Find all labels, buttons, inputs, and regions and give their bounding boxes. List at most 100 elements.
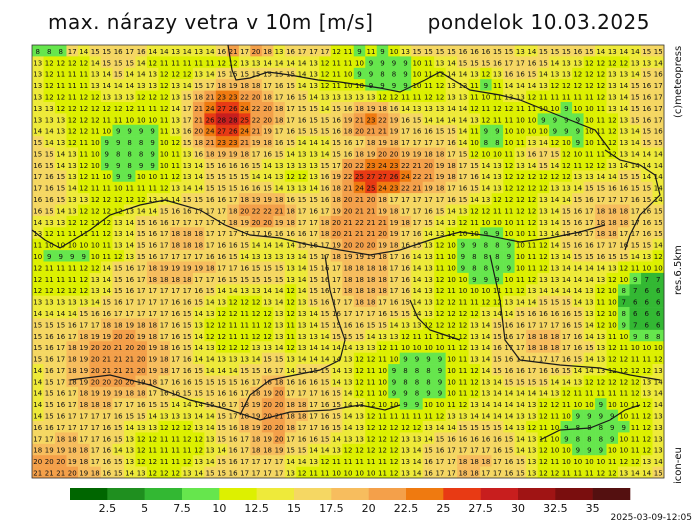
gust-cell bbox=[135, 284, 148, 296]
gust-value: 12 bbox=[619, 59, 628, 67]
gust-cell bbox=[399, 250, 412, 262]
gust-cell bbox=[457, 90, 469, 103]
gust-value: 18 bbox=[608, 219, 617, 227]
gust-value: 12 bbox=[447, 321, 456, 329]
gust-value: 10 bbox=[458, 230, 467, 238]
gust-cell bbox=[468, 250, 481, 262]
gust-value: 13 bbox=[619, 139, 628, 147]
gust-cell bbox=[135, 261, 148, 274]
gust-cell bbox=[353, 227, 366, 240]
gust-value: 21 bbox=[412, 162, 421, 170]
gust-cell bbox=[89, 421, 102, 433]
gust-value: 18 bbox=[619, 207, 628, 215]
gust-cell bbox=[537, 170, 550, 183]
gust-cell bbox=[434, 238, 446, 251]
gust-cell bbox=[89, 272, 102, 285]
gust-cell bbox=[319, 386, 332, 399]
gust-cell bbox=[526, 443, 538, 456]
gust-value: 13 bbox=[137, 424, 146, 432]
gust-cell bbox=[606, 307, 619, 319]
gust-cell bbox=[549, 56, 561, 69]
gust-cell bbox=[445, 227, 458, 240]
gust-cell bbox=[100, 318, 113, 331]
gust-value: 12 bbox=[56, 287, 65, 295]
gust-value: 17 bbox=[527, 367, 536, 375]
gust-cell bbox=[537, 56, 550, 69]
gust-value: 22 bbox=[412, 173, 421, 181]
gust-cell bbox=[89, 250, 102, 262]
gust-value: 18 bbox=[355, 276, 364, 284]
gust-value: 18 bbox=[389, 242, 398, 250]
gust-value: 16 bbox=[642, 116, 651, 124]
gust-cell bbox=[135, 67, 148, 80]
gust-cell bbox=[399, 307, 412, 319]
gust-value: 10 bbox=[585, 128, 594, 136]
gust-cell bbox=[284, 307, 297, 319]
gust-cell bbox=[100, 375, 113, 388]
gust-cell bbox=[123, 90, 136, 103]
gust-value: 19 bbox=[389, 128, 398, 136]
border-line-lake bbox=[409, 299, 461, 341]
gust-value: 13 bbox=[217, 356, 226, 364]
gust-value: 15 bbox=[275, 276, 284, 284]
gust-value: 14 bbox=[631, 253, 640, 261]
gust-cell bbox=[618, 261, 630, 274]
gust-value: 15 bbox=[263, 276, 272, 284]
gust-cell bbox=[296, 45, 309, 57]
gust-value: 10 bbox=[504, 230, 513, 238]
gust-cell bbox=[54, 67, 67, 80]
gust-value: 13 bbox=[125, 207, 134, 215]
gust-cell bbox=[549, 398, 561, 410]
gust-value: 9 bbox=[392, 59, 396, 67]
gust-value: 15 bbox=[642, 48, 651, 56]
gust-value: 17 bbox=[206, 207, 215, 215]
gust-cell bbox=[307, 261, 320, 274]
gust-cell bbox=[641, 67, 653, 80]
gust-cell bbox=[227, 284, 240, 296]
gust-value: 14 bbox=[183, 185, 192, 193]
gust-value: 11 bbox=[206, 59, 215, 67]
gust-cell bbox=[227, 466, 240, 479]
gust-value: 11 bbox=[447, 287, 456, 295]
gust-cell bbox=[503, 318, 515, 331]
gust-cell bbox=[514, 124, 527, 137]
gust-value: 21 bbox=[45, 469, 54, 477]
gust-cell bbox=[434, 204, 446, 217]
gust-cell bbox=[215, 284, 228, 296]
gust-value: 18 bbox=[286, 413, 295, 421]
gust-cell bbox=[296, 352, 309, 365]
gust-cell bbox=[250, 329, 263, 342]
gust-cell bbox=[169, 261, 182, 274]
gust-cell bbox=[549, 158, 561, 171]
gust-cell bbox=[54, 386, 67, 399]
gust-value: 12 bbox=[148, 458, 157, 466]
gust-value: 10 bbox=[573, 458, 582, 466]
gust-value: 17 bbox=[183, 105, 192, 113]
gust-cell bbox=[100, 113, 113, 126]
gust-value: 21 bbox=[367, 230, 376, 238]
gust-value: 11 bbox=[470, 299, 479, 307]
gust-value: 12 bbox=[171, 424, 180, 432]
gust-cell bbox=[169, 386, 182, 399]
gust-cell bbox=[66, 215, 79, 228]
gust-value: 10 bbox=[344, 469, 353, 477]
gust-value: 13 bbox=[33, 299, 42, 307]
gust-cell bbox=[365, 136, 378, 148]
gust-cell bbox=[457, 421, 469, 433]
gust-cell bbox=[572, 307, 584, 319]
gust-value: 17 bbox=[539, 356, 548, 364]
gust-value: 11 bbox=[585, 390, 594, 398]
gust-cell bbox=[629, 318, 642, 331]
gust-value: 14 bbox=[516, 401, 525, 409]
gust-value: 16 bbox=[378, 310, 387, 318]
gust-value: 15 bbox=[45, 390, 54, 398]
gust-cell bbox=[652, 466, 665, 479]
gust-value: 17 bbox=[401, 230, 410, 238]
gust-cell bbox=[514, 170, 527, 183]
gust-value: 17 bbox=[229, 413, 238, 421]
gust-cell bbox=[250, 124, 263, 137]
gust-value: 14 bbox=[298, 71, 307, 79]
gust-cell bbox=[365, 79, 378, 91]
gust-cell bbox=[468, 398, 481, 410]
gust-value: 17 bbox=[275, 128, 284, 136]
